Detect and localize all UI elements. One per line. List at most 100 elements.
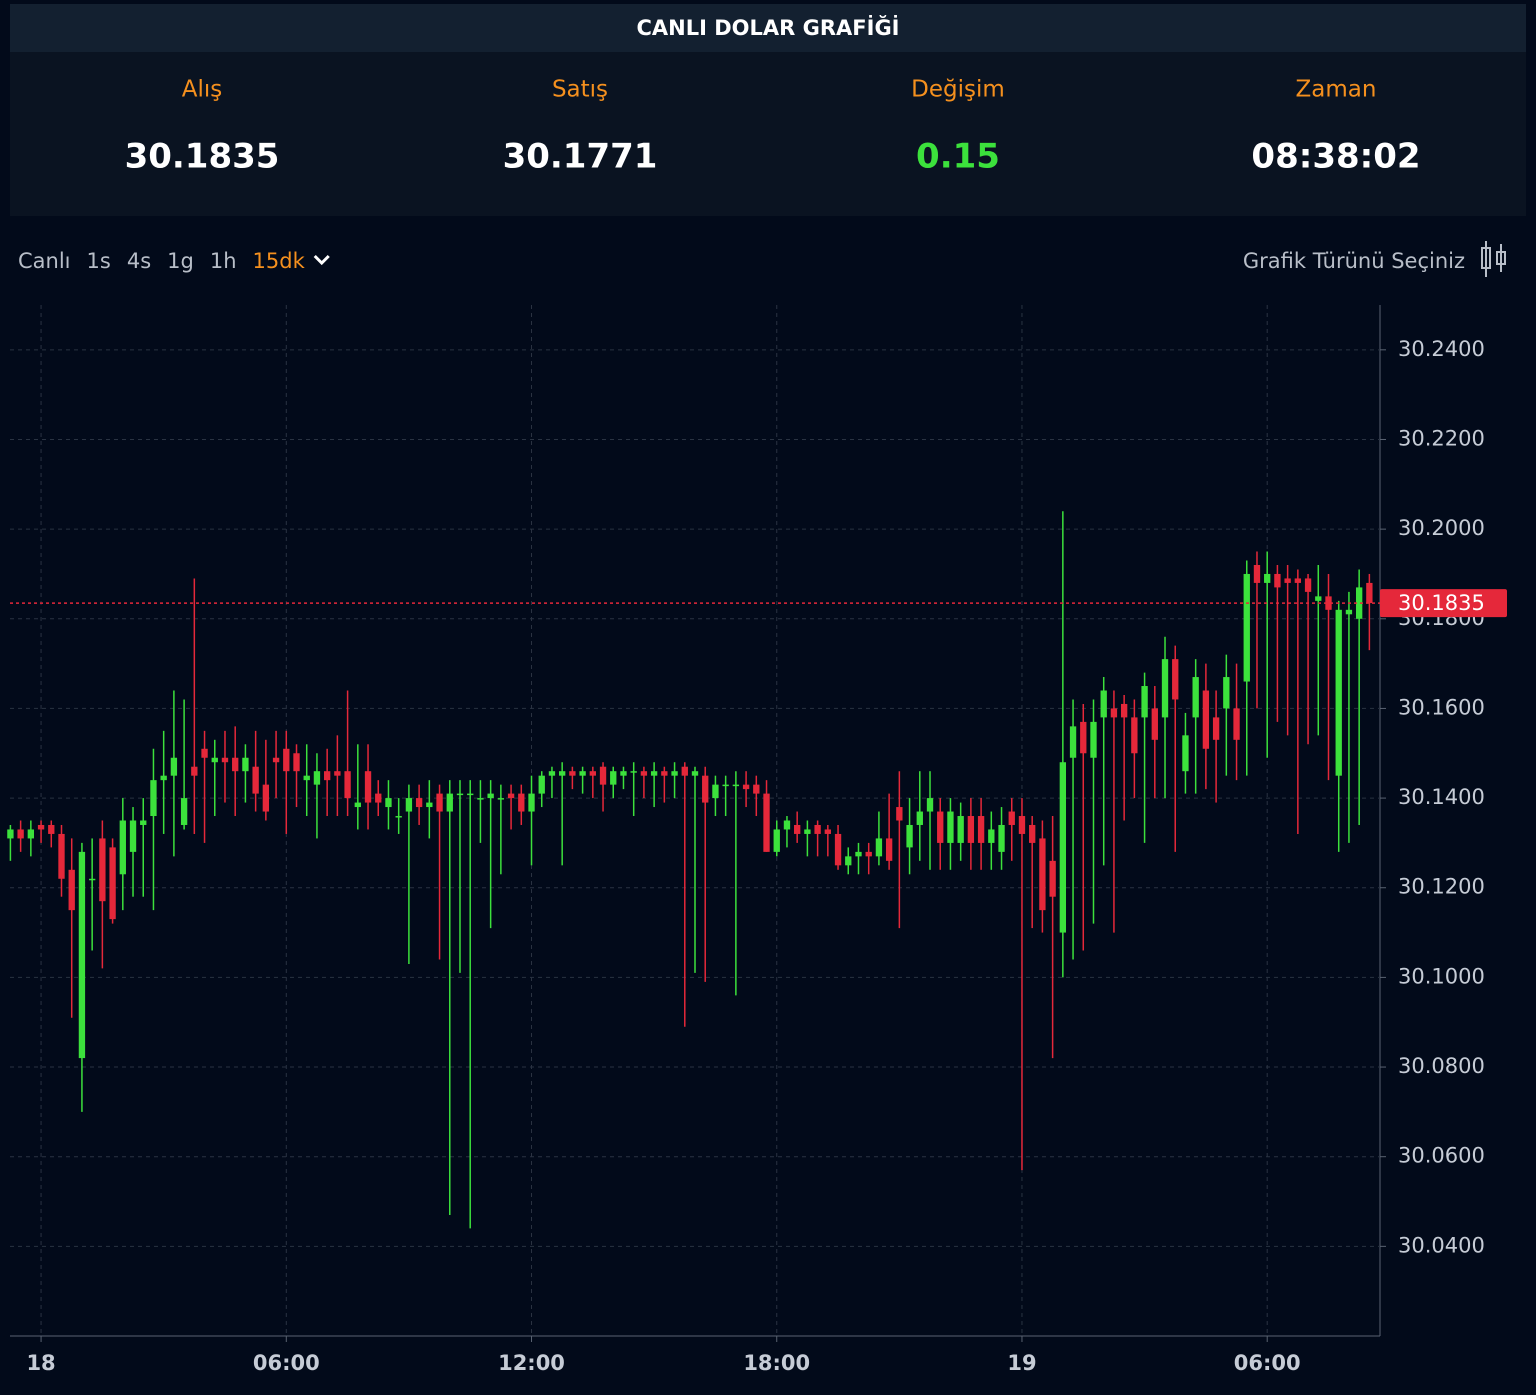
candle-body [262, 784, 270, 812]
x-tick-label: 06:00 [253, 1351, 320, 1375]
candle-body [773, 829, 780, 852]
candle-body [1090, 721, 1097, 758]
candle-body [783, 820, 791, 830]
candle-body [1182, 735, 1189, 772]
candle-body [68, 869, 75, 911]
candle-body [436, 793, 443, 812]
candle-body [405, 798, 413, 812]
candle-body [1335, 609, 1342, 776]
candle-body [732, 784, 740, 787]
candle-body [334, 771, 341, 776]
candle-body [487, 793, 494, 799]
stat-value: 08:38:02 [1251, 137, 1420, 177]
candle-body [875, 838, 883, 857]
candles [7, 511, 1373, 1229]
candle-body [507, 793, 515, 799]
candle-body [1029, 824, 1036, 843]
candle-body [88, 878, 96, 881]
stat-value: 30.1771 [503, 137, 658, 177]
stat-label: Satış [552, 77, 608, 103]
candle-body [661, 771, 668, 776]
candle-body [354, 802, 361, 808]
candle-body [1325, 596, 1332, 610]
y-tick-label: 30.0600 [1398, 1144, 1485, 1168]
candle-body [988, 829, 995, 843]
candle-body [650, 771, 658, 776]
candle-body [109, 847, 116, 920]
candle-body [221, 757, 229, 763]
candle-body [671, 771, 678, 776]
interval-button[interactable]: 1g [167, 249, 194, 273]
candle-body [855, 851, 862, 857]
candle-body [834, 833, 842, 866]
candle-body [702, 775, 709, 803]
candle-body [170, 757, 178, 776]
interval-button[interactable]: 1h [210, 249, 237, 273]
candle-body [1018, 816, 1026, 834]
y-tick-label: 30.0800 [1398, 1054, 1485, 1078]
y-tick-label: 30.1400 [1398, 785, 1485, 809]
candle-body [722, 784, 729, 787]
candle-body [446, 793, 453, 812]
y-tick-label: 30.2000 [1398, 516, 1485, 540]
candle-body [1110, 708, 1118, 718]
candle-body [283, 748, 290, 772]
candle-body [272, 757, 280, 763]
candle-body [48, 824, 55, 834]
y-tick-label: 30.1600 [1398, 695, 1485, 719]
candle-body [824, 829, 831, 834]
candle-body [906, 824, 913, 848]
candle-body [620, 771, 627, 776]
interval-button[interactable]: 1s [87, 249, 111, 273]
interval-button[interactable]: Canlı [18, 249, 71, 273]
candle-body [467, 793, 474, 796]
stat-value: 0.15 [916, 137, 1000, 177]
chart-type-icon[interactable] [1481, 241, 1506, 277]
interval-button[interactable]: 4s [127, 249, 151, 273]
candle-body [1355, 587, 1363, 619]
candle-body [957, 816, 964, 843]
candle-body [477, 798, 484, 800]
candle-body [497, 798, 505, 800]
y-tick-label: 30.0400 [1398, 1233, 1485, 1257]
chart-type-label[interactable]: Grafik Türünü Seçiniz [1243, 249, 1465, 273]
candle-body [78, 851, 86, 1059]
x-tick-label: 12:00 [498, 1351, 565, 1375]
candle-body [1049, 860, 1056, 897]
candle-body [712, 784, 719, 799]
title: CANLI DOLAR GRAFİĞİ [636, 15, 899, 40]
candle-body [395, 816, 402, 818]
candle-body [323, 771, 331, 781]
stat-label: Alış [182, 77, 223, 103]
interval-button[interactable]: 15dk [253, 249, 306, 273]
candle-body [569, 771, 576, 776]
candle-body [1008, 811, 1015, 825]
x-tick-label: 18:00 [743, 1351, 810, 1375]
candle-body [232, 757, 239, 772]
interval-dropdown[interactable] [313, 254, 330, 266]
candle-body [814, 824, 821, 834]
candle-body [456, 793, 464, 796]
y-tick-label: 30.1200 [1398, 875, 1485, 899]
candle-body [916, 811, 923, 825]
candle-body [415, 798, 423, 808]
candle-body [630, 771, 637, 773]
candle-body [937, 811, 944, 843]
stat-label: Değişim [911, 77, 1005, 103]
candle-body [1284, 578, 1291, 583]
candle-body [1069, 726, 1077, 758]
candle-body [201, 748, 208, 758]
candle-body [1192, 677, 1199, 718]
candle-body [865, 851, 872, 857]
candle-body [538, 775, 545, 794]
candle-body [518, 793, 525, 812]
price-label-bg [1380, 589, 1507, 618]
candle-body [763, 793, 770, 852]
candle-body [119, 820, 126, 875]
candle-body [37, 824, 45, 830]
candle-body [58, 833, 65, 879]
candle-body [364, 771, 372, 803]
candle-body [926, 798, 934, 812]
candle-body [1080, 721, 1087, 754]
candle-body [845, 856, 852, 866]
